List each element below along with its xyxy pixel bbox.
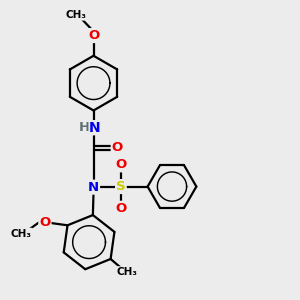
Text: CH₃: CH₃ [11, 229, 32, 238]
Text: O: O [115, 202, 127, 215]
Text: O: O [112, 141, 123, 154]
Text: H: H [79, 121, 90, 134]
Text: O: O [88, 29, 99, 42]
Text: S: S [116, 180, 126, 193]
Text: N: N [89, 121, 101, 135]
Text: N: N [88, 181, 99, 194]
Text: CH₃: CH₃ [117, 267, 138, 277]
Text: O: O [39, 216, 51, 229]
Text: O: O [115, 158, 127, 171]
Text: CH₃: CH₃ [66, 10, 87, 20]
